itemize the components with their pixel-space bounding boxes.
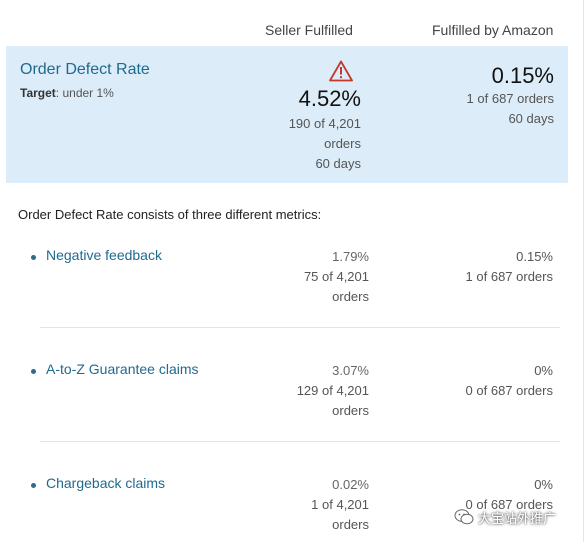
metric-fba-pct: 0.15% <box>516 249 553 264</box>
watermark-text: 大宝站外推广 <box>478 510 557 526</box>
metrics-intro: Order Defect Rate consists of three diff… <box>18 207 322 222</box>
metric-fba-pct: 0% <box>534 477 553 492</box>
odr-title-link[interactable]: Order Defect Rate <box>20 61 150 78</box>
odr-target-label: Target <box>20 86 56 100</box>
metric-seller-pct: 3.07% <box>332 363 369 378</box>
metric-fba-count: 1 of 687 orders <box>465 269 553 284</box>
metric-fba-count: 0 of 687 orders <box>465 497 553 512</box>
odr-seller-unit: orders <box>324 136 361 151</box>
metric-seller-count: 1 of 4,201 <box>311 497 369 512</box>
metric-seller-count: 75 of 4,201 <box>303 269 369 284</box>
odr-fba-period: 60 days <box>508 111 554 126</box>
odr-fba-count: 1 of 687 orders <box>466 91 554 106</box>
metric-seller-unit: orders <box>332 289 369 304</box>
metric-seller-unit: orders <box>332 517 369 532</box>
metric-row-negative-feedback: Negative feedback 1.79% 75 of 4,201 orde… <box>0 241 583 331</box>
metric-link-chargeback-claims[interactable]: Chargeback claims <box>46 475 166 491</box>
metric-fba-values: 0% 0 of 687 orders <box>433 361 553 401</box>
odr-target-value: : under 1% <box>55 86 114 100</box>
row-divider <box>40 441 560 442</box>
row-divider <box>40 327 560 328</box>
metric-seller-pct: 1.79% <box>332 249 369 264</box>
odr-seller-count: 190 of 4,201 <box>288 116 361 131</box>
wechat-icon <box>454 509 474 525</box>
metric-seller-count: 129 of 4,201 <box>296 383 369 398</box>
column-header-seller-fulfilled: Seller Fulfilled <box>265 22 353 38</box>
order-defect-panel: Seller Fulfilled Fulfilled by Amazon Ord… <box>0 0 584 542</box>
odr-fba-rate: 0.15% <box>491 63 554 88</box>
odr-seller-details: 190 of 4,201 orders 60 days <box>241 114 361 174</box>
odr-fba-details: 1 of 687 orders 60 days <box>434 89 554 129</box>
odr-target: Target: under 1% <box>20 86 114 100</box>
metric-seller-pct: 0.02% <box>332 477 369 492</box>
odr-seller-period: 60 days <box>315 156 361 171</box>
metric-row-chargeback-claims: Chargeback claims 0.02% 1 of 4,201 order… <box>0 469 583 559</box>
metric-fba-pct: 0% <box>534 363 553 378</box>
metric-fba-values: 0.15% 1 of 687 orders <box>433 247 553 287</box>
metric-row-a-to-z-claims: A-to-Z Guarantee claims 3.07% 129 of 4,2… <box>0 355 583 445</box>
watermark: 大宝站外推广 <box>454 504 584 530</box>
warning-icon <box>329 60 353 82</box>
metric-seller-values: 0.02% 1 of 4,201 orders <box>259 475 369 535</box>
metric-seller-values: 3.07% 129 of 4,201 orders <box>259 361 369 421</box>
metric-link-negative-feedback[interactable]: Negative feedback <box>46 247 162 263</box>
bullet-icon <box>31 369 36 374</box>
metric-fba-count: 0 of 687 orders <box>465 383 553 398</box>
odr-summary-row: Order Defect Rate Target: under 1% 4.52%… <box>6 46 568 183</box>
metric-fba-values: 0% 0 of 687 orders <box>433 475 553 515</box>
column-header-fba: Fulfilled by Amazon <box>432 22 554 38</box>
metric-seller-values: 1.79% 75 of 4,201 orders <box>259 247 369 307</box>
bullet-icon <box>31 255 36 260</box>
metric-seller-unit: orders <box>332 403 369 418</box>
bullet-icon <box>31 483 36 488</box>
metric-link-a-to-z-claims[interactable]: A-to-Z Guarantee claims <box>46 361 199 377</box>
odr-seller-rate: 4.52% <box>298 86 361 111</box>
